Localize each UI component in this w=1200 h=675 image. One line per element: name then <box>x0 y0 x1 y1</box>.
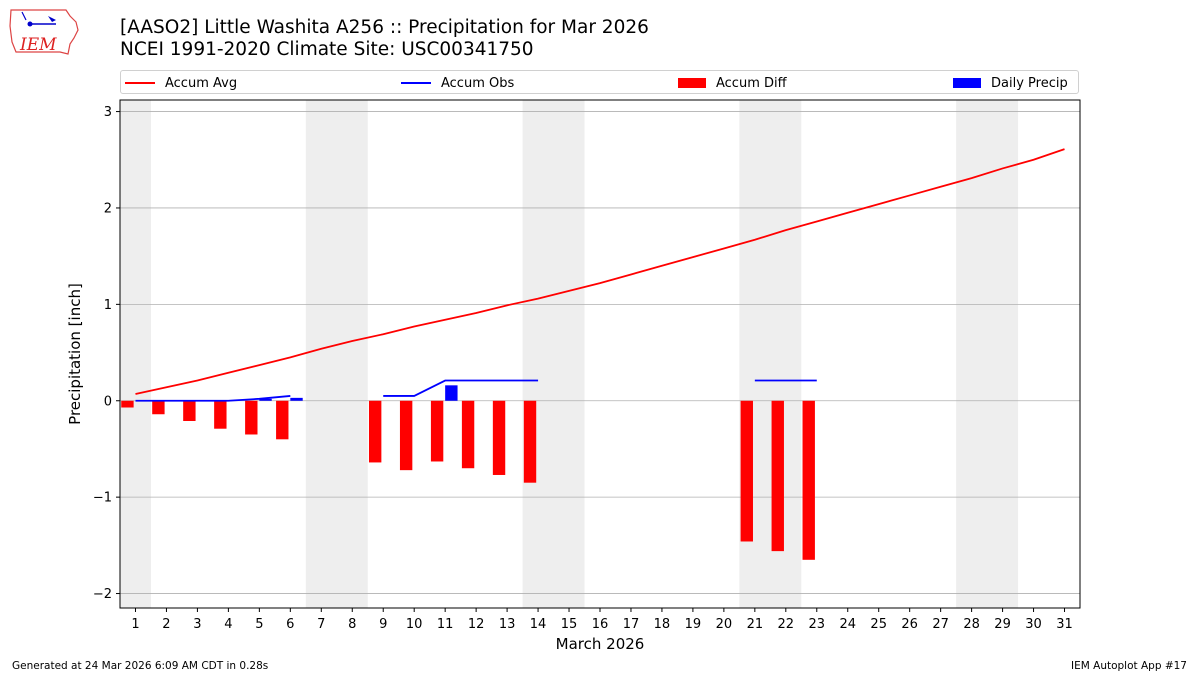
legend-swatch-accum-obs <box>401 82 431 84</box>
chart-title-line1: [AASO2] Little Washita A256 :: Precipita… <box>120 17 649 38</box>
logo-text: IEM <box>19 35 57 55</box>
xtick-label-15: 15 <box>561 617 578 632</box>
legend-label-accum-diff: Accum Diff <box>716 75 787 91</box>
daily-precip-bar-day-5 <box>259 398 272 401</box>
chart-title-line2: NCEI 1991-2020 Climate Site: USC00341750 <box>120 39 534 60</box>
xtick-label-2: 2 <box>162 617 170 632</box>
accum-diff-bar-day-4 <box>214 400 227 429</box>
accum-diff-bar-day-6 <box>276 400 289 440</box>
footer-generated: Generated at 24 Mar 2026 6:09 AM CDT in … <box>12 660 269 672</box>
xtick-label-27: 27 <box>932 617 949 632</box>
accum-diff-bar-day-12 <box>461 400 475 469</box>
ytick-label-3: 3 <box>104 105 112 120</box>
accum-diff-bar-day-10 <box>399 400 413 471</box>
y-axis-label: Precipitation [inch] <box>66 283 84 425</box>
weekend-shade-2 <box>522 100 585 608</box>
legend-swatch-accum-avg <box>125 82 155 84</box>
accum-diff-bar-day-14 <box>523 400 537 483</box>
accum-diff-bar-day-5 <box>245 400 258 435</box>
ytick-label--2: −2 <box>93 587 112 602</box>
legend-label-accum-obs: Accum Obs <box>441 75 515 91</box>
xtick-label-30: 30 <box>1025 617 1042 632</box>
xtick-label-5: 5 <box>255 617 263 632</box>
accum-diff-bar-day-2 <box>152 400 165 415</box>
xtick-label-12: 12 <box>468 617 485 632</box>
ytick-label--1: −1 <box>93 491 112 506</box>
accum-diff-bar-day-13 <box>492 400 506 475</box>
legend-item-accum-avg: Accum Avg <box>125 71 237 95</box>
xtick-label-31: 31 <box>1056 617 1073 632</box>
accum-diff-bar-day-21 <box>740 400 753 542</box>
xtick-label-13: 13 <box>499 617 516 632</box>
iowa-outline-icon <box>9 9 79 55</box>
ytick-label-1: 1 <box>104 298 112 313</box>
xtick-label-22: 22 <box>778 617 795 632</box>
legend-item-daily-precip: Daily Precip <box>953 71 1068 95</box>
xtick-label-25: 25 <box>870 617 887 632</box>
xtick-label-23: 23 <box>809 617 826 632</box>
footer-app-id: IEM Autoplot App #17 <box>1071 660 1187 672</box>
chart-title: [AASO2] Little Washita A256 :: Precipita… <box>120 17 649 61</box>
legend-item-accum-diff: Accum Diff <box>678 71 787 95</box>
chart-legend: Accum Avg Accum Obs Accum Diff Daily Pre… <box>120 70 1079 94</box>
xtick-label-4: 4 <box>224 617 232 632</box>
xtick-label-28: 28 <box>963 617 980 632</box>
accum-diff-bar-day-23 <box>802 400 815 560</box>
accum-obs-line-segment-0 <box>135 395 291 402</box>
legend-item-accum-obs: Accum Obs <box>401 71 514 95</box>
xtick-label-19: 19 <box>685 617 702 632</box>
xtick-label-6: 6 <box>286 617 294 632</box>
legend-swatch-accum-diff <box>678 78 706 88</box>
x-axis-label: March 2026 <box>556 635 645 653</box>
xtick-label-29: 29 <box>994 617 1011 632</box>
xtick-label-1: 1 <box>131 617 139 632</box>
accum-diff-bar-day-1 <box>121 400 134 408</box>
daily-precip-bar-day-11 <box>445 385 458 401</box>
legend-label-accum-avg: Accum Avg <box>165 75 238 91</box>
xtick-label-16: 16 <box>592 617 609 632</box>
accum-diff-bar-day-9 <box>368 400 382 463</box>
weekend-shade-1 <box>305 100 368 608</box>
weekend-shade-0 <box>120 100 151 608</box>
ytick-label-2: 2 <box>104 201 112 216</box>
xtick-label-8: 8 <box>348 617 356 632</box>
accum-diff-bar-day-11 <box>430 400 444 462</box>
xtick-label-7: 7 <box>317 617 325 632</box>
xtick-label-26: 26 <box>901 617 918 632</box>
ytick-label-0: 0 <box>104 394 112 409</box>
xtick-label-18: 18 <box>654 617 671 632</box>
xtick-label-3: 3 <box>193 617 201 632</box>
legend-label-daily-precip: Daily Precip <box>991 75 1068 91</box>
xtick-label-17: 17 <box>623 617 640 632</box>
xtick-label-14: 14 <box>530 617 547 632</box>
accum-diff-bar-day-3 <box>183 400 196 421</box>
xtick-label-10: 10 <box>406 617 423 632</box>
iem-logo: IEM <box>9 9 79 55</box>
daily-precip-bar-day-6 <box>290 397 303 401</box>
xtick-label-9: 9 <box>379 617 387 632</box>
legend-swatch-daily-precip <box>953 78 981 88</box>
xtick-label-21: 21 <box>747 617 764 632</box>
accum-obs-line-segment-1 <box>383 379 539 397</box>
plot-frame <box>119 99 1081 609</box>
xtick-label-24: 24 <box>839 617 856 632</box>
accum-avg-line <box>135 148 1065 395</box>
weekend-shade-4 <box>956 100 1019 608</box>
xtick-label-20: 20 <box>716 617 733 632</box>
xtick-label-11: 11 <box>437 617 454 632</box>
accum-diff-bar-day-22 <box>771 400 784 552</box>
